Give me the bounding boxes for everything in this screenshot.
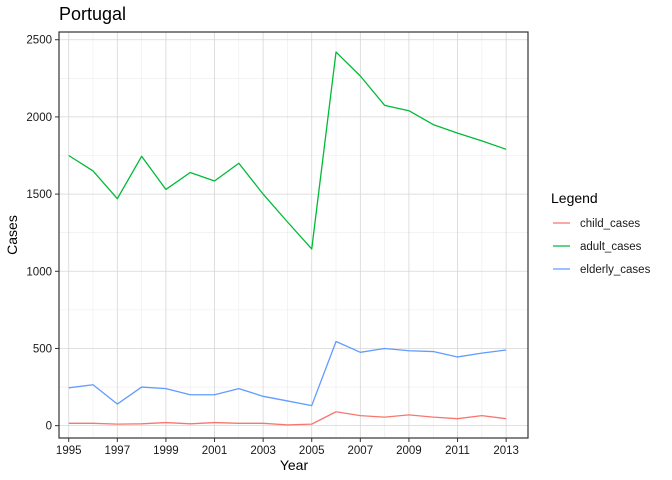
x-tick-label: 1997 xyxy=(105,445,131,457)
x-axis-title: Year xyxy=(280,457,309,473)
series-line-child_cases xyxy=(68,411,507,426)
legend-title: Legend xyxy=(551,190,598,206)
x-tick-label: 2005 xyxy=(299,445,325,457)
series-line-adult_cases xyxy=(68,51,507,250)
x-tick-label: 2009 xyxy=(396,445,422,457)
legend-label-adult_cases: adult_cases xyxy=(580,241,642,253)
y-tick-label: 1500 xyxy=(26,189,52,201)
series-line-elderly_cases xyxy=(68,340,507,407)
x-tick-label: 1995 xyxy=(56,445,82,457)
y-tick-label: 2000 xyxy=(26,112,52,124)
y-tick-label: 0 xyxy=(46,421,52,433)
x-tick-label: 2013 xyxy=(493,445,519,457)
series-lines xyxy=(68,51,507,426)
chart-title: Portugal xyxy=(59,4,126,24)
y-axis-title: Cases xyxy=(4,215,20,255)
x-tick-label: 2003 xyxy=(250,445,276,457)
x-tick-label: 2007 xyxy=(348,445,374,457)
x-tick-label: 2001 xyxy=(202,445,228,457)
grid xyxy=(59,32,528,438)
legend: Legend child_cases adult_cases elderly_cas… xyxy=(551,190,651,276)
x-tick-label: 1999 xyxy=(153,445,179,457)
y-tick-label: 1000 xyxy=(26,266,52,278)
x-tick-label: 2011 xyxy=(445,445,470,457)
y-tick-label: 2500 xyxy=(26,35,52,47)
axes: 1995 1997 1999 2001 2003 2005 2007 2009 2011 2013… xyxy=(26,35,519,457)
legend-label-elderly_cases: elderly_cases xyxy=(580,264,651,276)
y-tick-label: 500 xyxy=(33,343,52,355)
plot-panel xyxy=(58,31,529,439)
legend-label-child_cases: child_cases xyxy=(580,218,640,230)
